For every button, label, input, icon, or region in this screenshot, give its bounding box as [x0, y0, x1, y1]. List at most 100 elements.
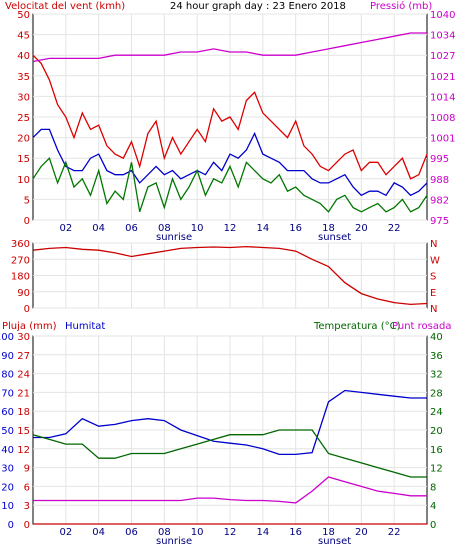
right-axis-tick: W — [430, 255, 440, 266]
right-axis-tick: 982 — [430, 195, 449, 206]
left-axis2-tick: 6 — [24, 482, 30, 493]
right-axis-tick: 1021 — [430, 72, 455, 83]
left-axis2-tick: 12 — [17, 445, 30, 456]
right-axis-tick: E — [430, 288, 436, 299]
x-axis-tick: 16 — [289, 527, 302, 538]
x-axis-tick: 14 — [256, 527, 269, 538]
x-axis-tick: 04 — [92, 527, 105, 538]
right-axis-tick: 36 — [430, 351, 443, 362]
sunrise-label-2: sunrise — [156, 536, 192, 547]
x-axis-tick: 20 — [355, 527, 368, 538]
x-axis-tick: 20 — [355, 223, 368, 234]
left-axis2-tick: 24 — [17, 370, 30, 381]
left-axis2-tick: 0 — [24, 520, 30, 531]
right-axis-tick: 8 — [430, 482, 436, 493]
series-line-punt-rosada — [33, 476, 427, 504]
x-axis-tick: 14 — [256, 223, 269, 234]
right-axis-tick: 1001 — [430, 134, 455, 145]
wind-right-label: Pressió (mb) — [370, 0, 432, 12]
series-line-temperatura — [32, 429, 427, 478]
x-axis-tick: 08 — [158, 527, 171, 538]
left-axis-tick: 90 — [17, 288, 30, 299]
left-axis-tick: 5 — [24, 195, 30, 206]
x-axis-tick: 04 — [92, 223, 105, 234]
x-axis-tick: 18 — [322, 527, 335, 538]
x-axis-tick: 22 — [388, 223, 401, 234]
chart-title: 24 hour graph day : 23 Enero 2018 — [170, 1, 346, 12]
right-axis-tick: 975 — [430, 216, 449, 227]
left-axis2-tick: 30 — [17, 332, 30, 343]
right-axis-tick: N — [430, 304, 437, 315]
x-axis-tick: 12 — [224, 223, 237, 234]
left-axis-tick: 30 — [17, 92, 30, 103]
right-axis-tick: 4 — [430, 501, 436, 512]
right-axis-tick: 0 — [430, 520, 436, 531]
series-line-humitat — [33, 389, 427, 456]
right-axis-tick: 1027 — [430, 51, 455, 62]
right-axis-tick: 988 — [430, 175, 449, 186]
left-axis-tick: 10 — [17, 175, 30, 186]
x-axis-tick: 06 — [125, 527, 138, 538]
right-axis-tick: 32 — [430, 370, 443, 381]
right-axis-tick: N — [430, 239, 437, 250]
x-axis-tick: 22 — [388, 527, 401, 538]
right-axis-tick: S — [430, 272, 436, 283]
x-axis-tick: 10 — [191, 527, 204, 538]
left-axis-tick: 50 — [1, 426, 14, 437]
left-axis-tick: 0 — [8, 520, 14, 531]
left-axis-tick: 180 — [11, 272, 30, 283]
x-axis-tick: 02 — [59, 223, 72, 234]
left-axis-tick: 100 — [0, 332, 14, 343]
left-axis-tick: 360 — [11, 239, 30, 250]
left-axis2-tick: 9 — [24, 464, 30, 475]
left-axis-tick: 15 — [17, 154, 30, 165]
wind-left-label: Velocitat del vent (kmh) — [5, 1, 125, 12]
left-axis-tick: 40 — [17, 51, 30, 62]
left-axis2-tick: 3 — [24, 501, 30, 512]
x-axis-tick: 12 — [224, 527, 237, 538]
x-axis-tick: 06 — [125, 223, 138, 234]
left-axis2-tick: 27 — [17, 351, 30, 362]
x-axis-tick: 02 — [59, 527, 72, 538]
left-axis2-tick: 15 — [17, 426, 30, 437]
right-axis-tick: 12 — [430, 464, 443, 475]
sunset-label-1: sunset — [318, 232, 351, 243]
series-line-direcci-baixa — [32, 156, 428, 213]
x-axis-tick: 16 — [289, 223, 302, 234]
left-axis2-tick: 18 — [17, 407, 30, 418]
humidity-label: Humitat — [65, 321, 105, 332]
left-axis-tick: 45 — [17, 31, 30, 42]
left-axis-tick: 80 — [1, 370, 14, 381]
x-axis-tick: 08 — [158, 223, 171, 234]
left-axis-tick: 50 — [17, 10, 30, 21]
series-line-velocitat-del-vent — [32, 128, 428, 197]
left-axis-tick: 90 — [1, 351, 14, 362]
left-axis-tick: 0 — [24, 304, 30, 315]
temperature-label: Temperatura (°C) — [313, 321, 401, 332]
rain-label: Pluja (mm) — [2, 321, 57, 332]
left-axis-tick: 30 — [1, 464, 14, 475]
left-axis2-tick: 21 — [17, 388, 30, 399]
series-line-r-fega — [32, 54, 428, 180]
right-axis-tick: 20 — [430, 426, 443, 437]
left-axis-tick: 10 — [1, 501, 14, 512]
left-axis-tick: 40 — [1, 445, 14, 456]
right-axis-tick: 28 — [430, 388, 443, 399]
right-axis-tick: 1040 — [430, 10, 455, 21]
right-axis-tick: 995 — [430, 154, 449, 165]
right-axis-tick: 1034 — [430, 31, 455, 42]
left-axis-tick: 0 — [24, 216, 30, 227]
left-axis-tick: 60 — [1, 407, 14, 418]
sunset-label-2: sunset — [318, 536, 351, 547]
left-axis-tick: 20 — [17, 134, 30, 145]
right-axis-tick: 40 — [430, 332, 443, 343]
left-axis-tick: 35 — [17, 72, 30, 83]
left-axis-tick: 270 — [11, 255, 30, 266]
right-axis-tick: 16 — [430, 445, 443, 456]
x-axis-tick: 10 — [191, 223, 204, 234]
right-axis-tick: 1008 — [430, 113, 455, 124]
sunrise-label-1: sunrise — [156, 232, 192, 243]
right-axis-tick: 24 — [430, 407, 443, 418]
dewpoint-label: Punt rosada — [392, 321, 451, 332]
